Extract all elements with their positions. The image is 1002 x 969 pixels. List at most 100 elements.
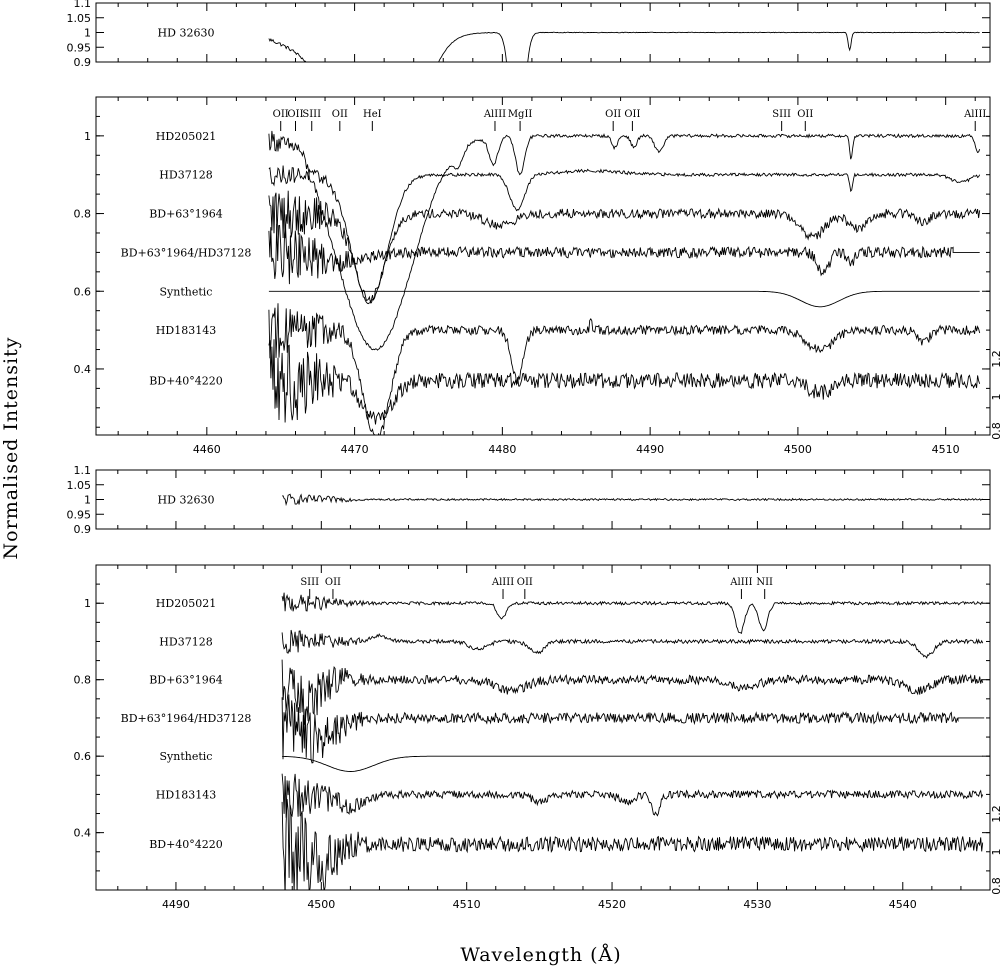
y-tick-label: 1 bbox=[84, 597, 91, 610]
series-label-hd183143: HD183143 bbox=[156, 324, 216, 337]
line-id-label: HeI bbox=[363, 109, 382, 120]
y-axis-title: Normalised Intensity bbox=[0, 337, 22, 560]
series-label-bd-631964-hd37128: BD+63°1964/HD37128 bbox=[121, 246, 252, 259]
spectrum-bd-631964-hd37128 bbox=[281, 694, 985, 764]
x-axis-title: Wavelength (Å) bbox=[460, 944, 621, 966]
y-tick-label: 0.6 bbox=[74, 285, 92, 298]
y-tick-label: 1.1 bbox=[74, 0, 92, 10]
y-tick-label: 0.95 bbox=[67, 41, 92, 54]
line-id-label: OII bbox=[624, 109, 640, 120]
y-tick-label: 0.9 bbox=[74, 523, 92, 536]
x-tick-label: 4520 bbox=[598, 898, 626, 911]
right-axis-label: 0.8 bbox=[990, 877, 1002, 895]
line-id-label: SIII bbox=[300, 577, 319, 588]
y-tick-label: 0.9 bbox=[74, 56, 92, 69]
line-id-label: SIII bbox=[772, 109, 791, 120]
spectrum-bd-404220 bbox=[281, 798, 984, 890]
spectrum-hd183143 bbox=[268, 303, 981, 435]
y-tick-label: 1 bbox=[84, 27, 91, 40]
x-tick-label: 4510 bbox=[932, 443, 960, 456]
panel-frame bbox=[95, 564, 991, 891]
line-id-label: AlIII bbox=[483, 109, 506, 120]
spectrum-hd-32630 bbox=[282, 493, 983, 507]
line-id-label: OII bbox=[797, 109, 813, 120]
panel-main-2: 0.4 0.6 0.8 1 4490 4500 4510 4520 4530 4540 0.8 1 1.… bbox=[74, 564, 1002, 911]
spectrum-synthetic bbox=[268, 290, 980, 308]
spectrum-hd205021 bbox=[281, 592, 983, 635]
line-id-label: AlIII bbox=[729, 577, 752, 588]
right-axis-label: 1 bbox=[990, 849, 1002, 856]
x-tick-label: 4530 bbox=[743, 898, 771, 911]
x-tick-label: 4480 bbox=[488, 443, 516, 456]
series-label-hd-32630: HD 32630 bbox=[158, 494, 215, 507]
line-id-label: OII bbox=[287, 109, 303, 120]
line-id-label: OII bbox=[273, 109, 289, 120]
series-label-bd-631964: BD+63°1964 bbox=[149, 208, 223, 221]
line-id-label: OII bbox=[332, 109, 348, 120]
y-tick-label: 0.8 bbox=[74, 674, 92, 687]
line-id-label: AlIII bbox=[963, 109, 986, 120]
line-id-label: SIII bbox=[302, 109, 321, 120]
traces bbox=[282, 493, 983, 507]
spectrum-hd205021 bbox=[268, 130, 981, 351]
y-tick-label: 1 bbox=[84, 494, 91, 507]
panel-main-1: 0.4 0.6 0.8 1 4460 4470 4480 4490 4500 4510 0.8 1 1.… bbox=[74, 96, 1002, 456]
series-label-synthetic: Synthetic bbox=[160, 285, 213, 298]
spectrum-hd-32630 bbox=[268, 31, 980, 62]
traces bbox=[281, 592, 985, 890]
series-label-hd205021: HD205021 bbox=[156, 130, 216, 143]
series-label-bd-631964-hd37128: BD+63°1964/HD37128 bbox=[121, 712, 252, 725]
spectrum-bd-631964 bbox=[281, 659, 984, 726]
line-id-label: NII bbox=[756, 577, 773, 588]
spectrum-synthetic bbox=[282, 755, 983, 772]
right-axis-label: 0.8 bbox=[990, 422, 1002, 440]
y-tick-label: 0.4 bbox=[74, 363, 92, 376]
series-label-bd-631964: BD+63°1964 bbox=[149, 674, 223, 687]
x-tick-label: 4500 bbox=[307, 898, 335, 911]
line-id-label: OII bbox=[325, 577, 341, 588]
y-tick-label: 1.1 bbox=[74, 464, 92, 477]
spectrum-bd-631964-hd37128 bbox=[268, 223, 980, 285]
line-id-label: MgII bbox=[508, 109, 533, 120]
line-id-label: OII bbox=[517, 577, 533, 588]
spectrum-hd37128 bbox=[268, 165, 981, 305]
series-label-hd-32630: HD 32630 bbox=[158, 27, 215, 40]
spectrum-bd-631964 bbox=[268, 190, 981, 304]
line-id-label: AlIII bbox=[491, 577, 514, 588]
x-tick-label: 4490 bbox=[162, 898, 190, 911]
x-tick-label: 4540 bbox=[889, 898, 917, 911]
panel-bottom-small: 0.9 0.951 1.05 1.1 HD 32630 bbox=[67, 464, 991, 536]
traces bbox=[268, 130, 981, 435]
panel-top-small: 0.9 0.951 1.05 1.1 HD 32630 bbox=[67, 0, 991, 69]
series-label-hd37128: HD37128 bbox=[159, 169, 212, 182]
spectrum-bd-404220 bbox=[268, 339, 981, 425]
x-tick-label: 4470 bbox=[341, 443, 369, 456]
x-tick-label: 4510 bbox=[453, 898, 481, 911]
series-label-synthetic: Synthetic bbox=[160, 750, 213, 763]
x-tick-label: 4490 bbox=[636, 443, 664, 456]
right-axis-label: 1.2 bbox=[990, 805, 1002, 823]
y-tick-label: 0.4 bbox=[74, 827, 92, 840]
series-label-bd-404220: BD+40°4220 bbox=[149, 838, 223, 851]
panel-frame bbox=[95, 96, 991, 436]
y-tick-label: 1.05 bbox=[67, 12, 92, 25]
y-tick-label: 1 bbox=[84, 130, 91, 143]
x-tick-label: 4460 bbox=[193, 443, 221, 456]
y-tick-label: 1.05 bbox=[67, 479, 92, 492]
traces bbox=[268, 31, 980, 62]
line-id-label: OII bbox=[605, 109, 621, 120]
series-label-hd37128: HD37128 bbox=[159, 635, 212, 648]
y-tick-label: 0.6 bbox=[74, 750, 92, 763]
y-tick-label: 0.95 bbox=[67, 508, 92, 521]
spectrum-hd183143 bbox=[281, 773, 984, 818]
spectrum-hd37128 bbox=[281, 629, 984, 659]
series-label-bd-404220: BD+40°4220 bbox=[149, 375, 223, 388]
series-label-hd183143: HD183143 bbox=[156, 788, 216, 801]
y-tick-label: 0.8 bbox=[74, 208, 92, 221]
right-axis-label: 1.2 bbox=[990, 350, 1002, 368]
x-tick-label: 4500 bbox=[784, 443, 812, 456]
right-axis-label: 1 bbox=[990, 394, 1002, 401]
series-label-hd205021: HD205021 bbox=[156, 597, 216, 610]
